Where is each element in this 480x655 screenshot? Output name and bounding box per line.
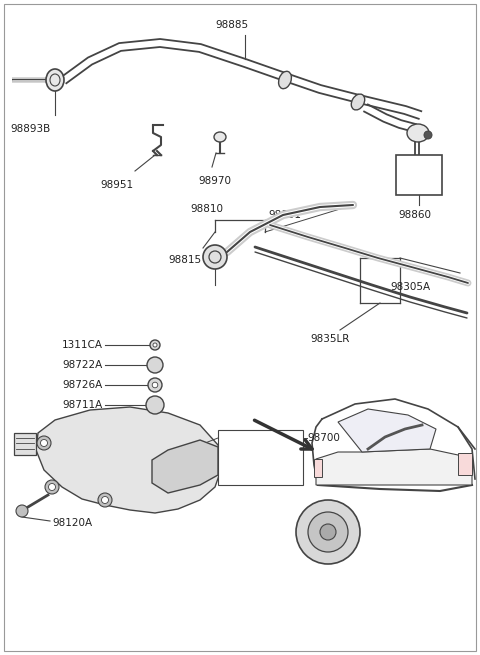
Text: 98885: 98885	[215, 20, 248, 30]
Circle shape	[308, 512, 348, 552]
Circle shape	[203, 245, 227, 269]
Ellipse shape	[46, 69, 64, 91]
Circle shape	[147, 357, 163, 373]
Circle shape	[152, 383, 158, 388]
Text: 98700: 98700	[307, 433, 340, 443]
Text: 9835LR: 9835LR	[310, 334, 349, 344]
Circle shape	[37, 436, 51, 450]
Text: 98120A: 98120A	[52, 518, 92, 528]
Text: 98860: 98860	[398, 210, 431, 220]
Circle shape	[16, 505, 28, 517]
Circle shape	[146, 396, 164, 414]
Circle shape	[320, 524, 336, 540]
Polygon shape	[316, 449, 472, 485]
Circle shape	[148, 378, 162, 392]
Circle shape	[101, 496, 108, 504]
Ellipse shape	[214, 132, 226, 142]
Polygon shape	[36, 407, 222, 513]
Circle shape	[153, 343, 157, 347]
Text: 98722A: 98722A	[63, 360, 103, 370]
Text: 98726A: 98726A	[63, 380, 103, 390]
Polygon shape	[338, 409, 436, 452]
Text: 98815: 98815	[168, 255, 201, 265]
Circle shape	[424, 131, 432, 139]
Text: 98120A: 98120A	[222, 445, 262, 455]
Circle shape	[48, 483, 56, 491]
Text: 98810: 98810	[190, 204, 223, 214]
Text: 98711A: 98711A	[63, 400, 103, 410]
Ellipse shape	[278, 71, 291, 88]
Text: 1311CA: 1311CA	[62, 340, 103, 350]
Text: 98801: 98801	[268, 210, 301, 220]
Bar	[396, 155, 442, 195]
Bar	[218, 430, 303, 485]
Circle shape	[45, 480, 59, 494]
Ellipse shape	[351, 94, 365, 110]
Bar	[458, 453, 472, 475]
Circle shape	[40, 440, 48, 447]
Polygon shape	[14, 433, 36, 455]
Circle shape	[150, 340, 160, 350]
Circle shape	[98, 493, 112, 507]
Text: 98970: 98970	[198, 176, 231, 186]
Text: 98893B: 98893B	[10, 124, 50, 134]
Text: 98951: 98951	[100, 180, 133, 190]
Polygon shape	[152, 440, 218, 493]
Text: 98305A: 98305A	[390, 282, 430, 292]
Text: 98722A: 98722A	[222, 461, 262, 471]
Circle shape	[296, 500, 360, 564]
Ellipse shape	[407, 124, 429, 142]
Bar	[314, 459, 322, 477]
